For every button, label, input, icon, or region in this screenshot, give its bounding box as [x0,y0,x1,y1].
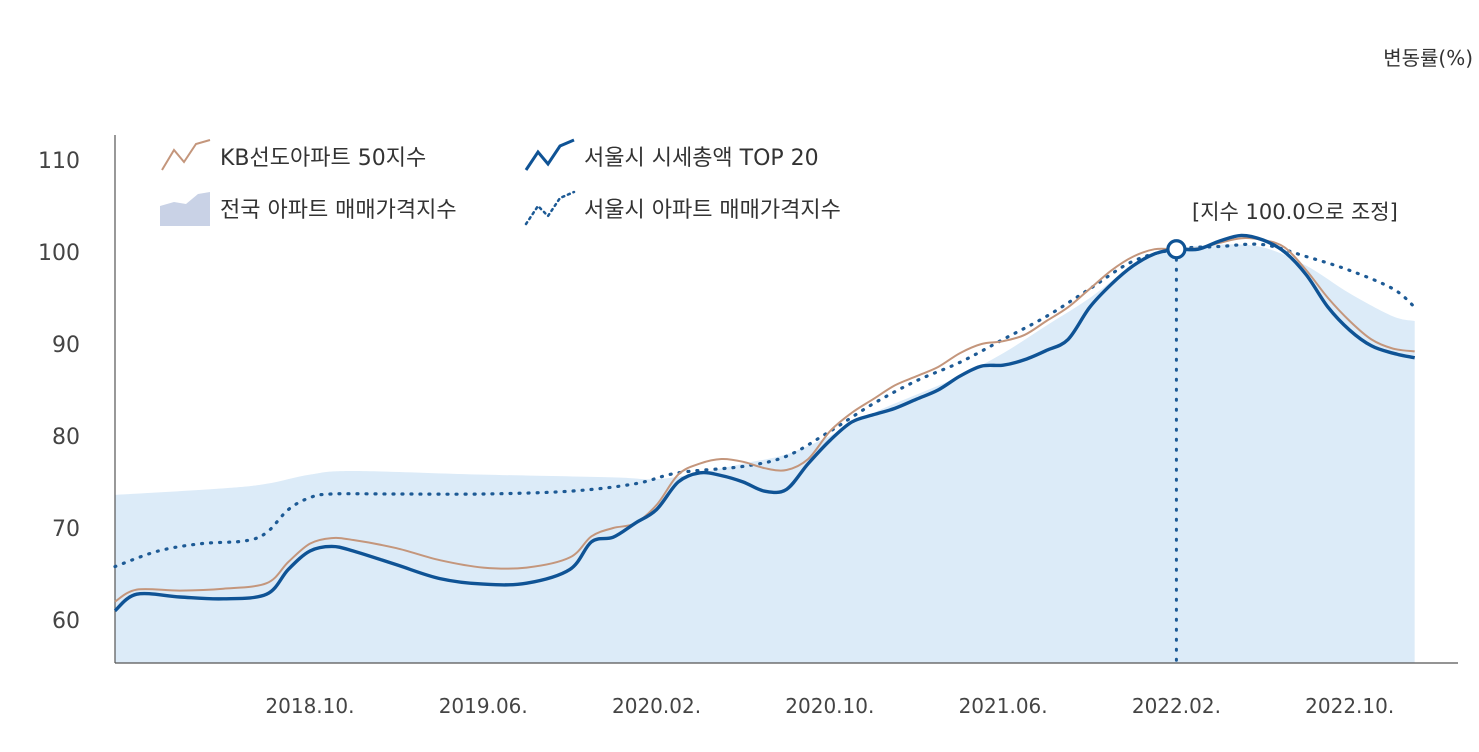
y-tick-label: 90 [52,333,80,358]
top20-line-swatch-icon [524,138,575,171]
annotation-marker [1166,239,1187,260]
y-tick-label: 70 [52,517,80,542]
seoul-index-line [113,242,1417,569]
legend-item-kb50: KB선도아파트 50지수 [160,138,426,174]
x-tick-label: 2022.02. [1132,694,1221,718]
y-tick-label: 110 [38,149,80,174]
x-tick-label: 2020.02. [612,694,701,718]
x-tick-label: 2018.10. [265,694,354,718]
tick-layer: 60 70 80 90 100 110 2018.10. 2019.06. 2020.02. 20… [38,149,1394,718]
legend-label-top20: 서울시 시세총액 TOP 20 [584,146,819,171]
axis-layer [114,135,1458,664]
marker-layer [1166,239,1187,669]
legend-item-national: 전국 아파트 매매가격지수 [160,190,457,226]
y-tick-label: 100 [38,241,80,266]
y-tick-label: 60 [52,609,80,634]
unit-label: 변동률(%) [1383,46,1473,70]
legend-item-top20: 서울시 시세총액 TOP 20 [524,138,819,174]
line-layer [113,233,1417,613]
national-index-area [115,244,1415,663]
national-area-swatch-icon [160,192,210,226]
legend-item-seoul: 서울시 아파트 매매가격지수 [524,190,841,226]
legend-label-kb50: KB선도아파트 50지수 [220,146,427,171]
x-tick-label: 2020.10. [785,694,874,718]
area-layer [115,244,1415,663]
x-tick-label: 2022.10. [1305,694,1394,718]
x-tick-label: 2021.06. [959,694,1048,718]
x-tick-label: 2019.06. [439,694,528,718]
legend-label-national: 전국 아파트 매매가격지수 [220,198,457,223]
seoul-dotted-swatch-icon [524,190,576,226]
y-tick-label: 80 [52,425,80,450]
legend-label-seoul: 서울시 아파트 매매가격지수 [584,198,841,223]
annotation-label: [지수 100.0으로 조정] [1192,200,1398,224]
kb50-line-swatch-icon [161,139,211,171]
top20-index-line [113,233,1416,613]
kb50-index-line [114,237,1415,603]
